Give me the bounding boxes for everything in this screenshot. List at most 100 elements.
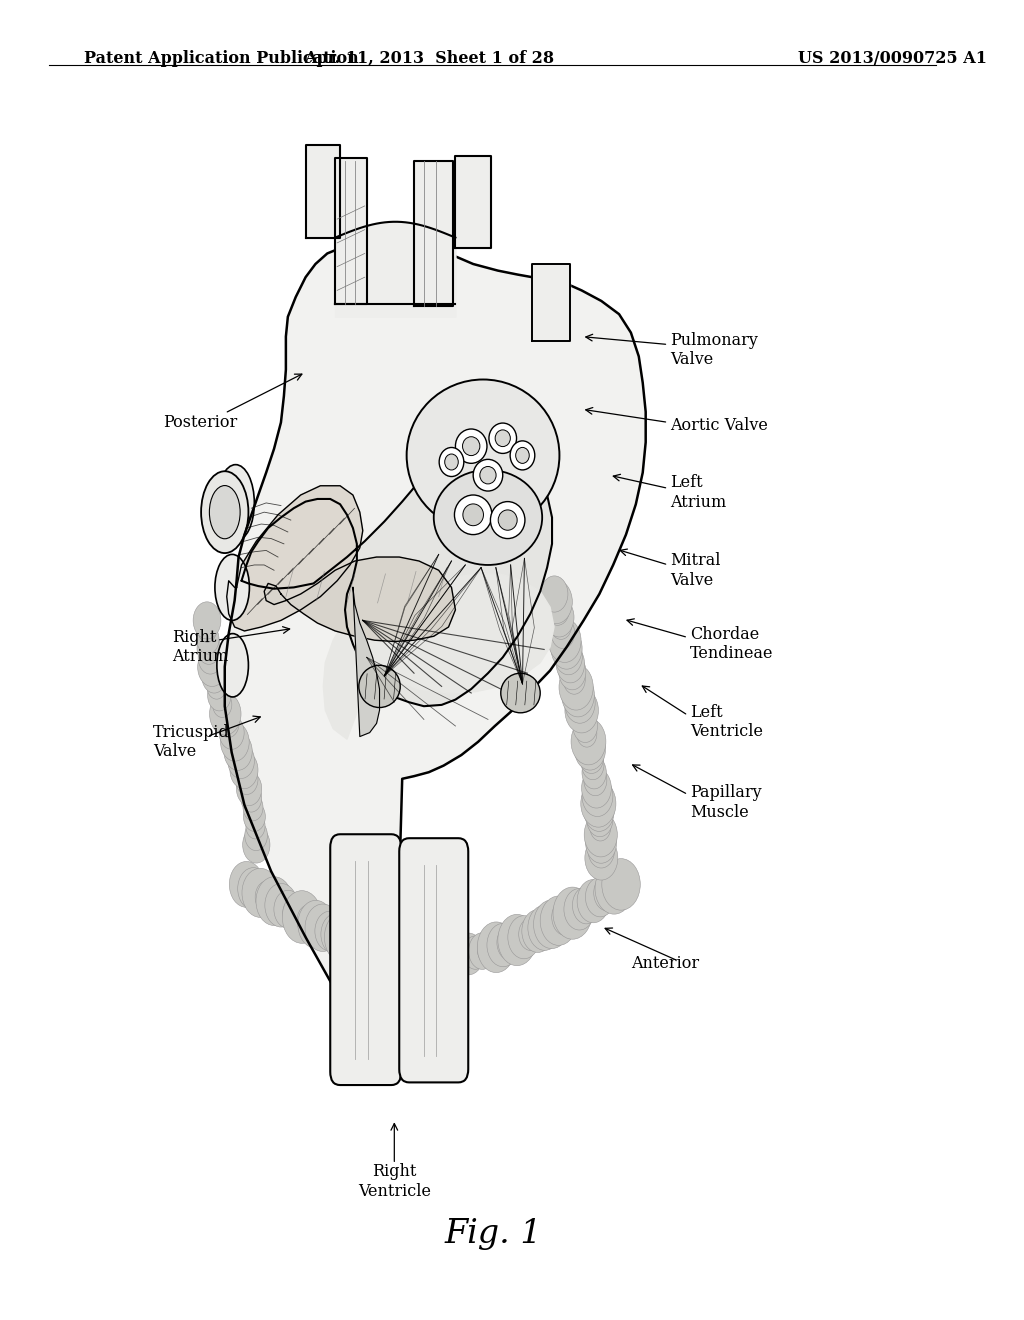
- Circle shape: [297, 904, 321, 937]
- Polygon shape: [264, 557, 456, 642]
- Circle shape: [586, 878, 615, 917]
- Circle shape: [197, 624, 219, 653]
- Text: Apr. 11, 2013  Sheet 1 of 28: Apr. 11, 2013 Sheet 1 of 28: [304, 50, 554, 67]
- Circle shape: [194, 602, 221, 639]
- Circle shape: [540, 579, 572, 623]
- Circle shape: [585, 813, 617, 857]
- Circle shape: [376, 931, 409, 974]
- Circle shape: [580, 741, 604, 774]
- Circle shape: [325, 912, 362, 962]
- Circle shape: [358, 931, 384, 964]
- Circle shape: [407, 939, 433, 974]
- Ellipse shape: [488, 422, 516, 453]
- Circle shape: [585, 836, 617, 880]
- Circle shape: [227, 743, 254, 779]
- Circle shape: [348, 924, 380, 966]
- Circle shape: [582, 775, 613, 817]
- Circle shape: [588, 833, 614, 869]
- Ellipse shape: [217, 465, 254, 541]
- Text: Right
Ventricle: Right Ventricle: [357, 1163, 431, 1200]
- Circle shape: [594, 875, 621, 911]
- Circle shape: [220, 723, 249, 762]
- Polygon shape: [414, 161, 454, 306]
- Text: Pulmonary
Valve: Pulmonary Valve: [671, 331, 758, 368]
- Circle shape: [305, 904, 340, 952]
- Circle shape: [556, 645, 585, 682]
- Circle shape: [564, 888, 595, 931]
- Text: Aortic Valve: Aortic Valve: [671, 417, 768, 433]
- Circle shape: [527, 906, 561, 950]
- Text: Right
Atrium: Right Atrium: [172, 628, 228, 665]
- Circle shape: [561, 673, 594, 717]
- Polygon shape: [224, 235, 646, 1056]
- Circle shape: [541, 576, 568, 612]
- Ellipse shape: [434, 470, 542, 565]
- Ellipse shape: [456, 429, 487, 463]
- Circle shape: [426, 937, 456, 977]
- Circle shape: [564, 682, 595, 723]
- Circle shape: [590, 813, 611, 841]
- Circle shape: [463, 936, 487, 969]
- Circle shape: [497, 925, 523, 960]
- Circle shape: [573, 705, 594, 733]
- Text: Papillary
Muscle: Papillary Muscle: [690, 784, 762, 821]
- Circle shape: [582, 756, 606, 789]
- Circle shape: [477, 933, 501, 965]
- Circle shape: [219, 715, 244, 750]
- Circle shape: [551, 627, 582, 669]
- Ellipse shape: [217, 634, 249, 697]
- Circle shape: [236, 764, 258, 795]
- Ellipse shape: [463, 437, 480, 455]
- Circle shape: [372, 933, 398, 969]
- Polygon shape: [456, 156, 490, 248]
- Circle shape: [559, 664, 593, 710]
- Ellipse shape: [496, 430, 510, 446]
- Circle shape: [360, 925, 396, 974]
- Circle shape: [210, 693, 241, 735]
- Polygon shape: [242, 438, 552, 706]
- Ellipse shape: [499, 510, 517, 531]
- Circle shape: [421, 940, 446, 974]
- Circle shape: [582, 768, 611, 808]
- Circle shape: [230, 751, 258, 789]
- Ellipse shape: [463, 504, 483, 525]
- Circle shape: [441, 939, 468, 973]
- Circle shape: [602, 858, 640, 911]
- Polygon shape: [226, 486, 362, 631]
- Circle shape: [571, 718, 606, 764]
- Circle shape: [321, 913, 352, 956]
- Text: Anterior: Anterior: [631, 956, 699, 972]
- Circle shape: [394, 932, 431, 981]
- Circle shape: [265, 883, 297, 927]
- Circle shape: [582, 750, 604, 780]
- Circle shape: [229, 862, 263, 907]
- Circle shape: [546, 594, 569, 626]
- Ellipse shape: [358, 665, 400, 708]
- Circle shape: [487, 924, 519, 966]
- Circle shape: [218, 709, 239, 738]
- Ellipse shape: [215, 554, 250, 620]
- Circle shape: [298, 900, 334, 948]
- Ellipse shape: [510, 441, 535, 470]
- FancyBboxPatch shape: [399, 838, 468, 1082]
- Circle shape: [584, 766, 607, 796]
- Ellipse shape: [480, 466, 496, 484]
- Ellipse shape: [439, 447, 464, 477]
- Circle shape: [577, 721, 597, 747]
- Text: Patent Application Publication: Patent Application Publication: [84, 50, 358, 67]
- Circle shape: [244, 803, 265, 832]
- Circle shape: [273, 890, 302, 928]
- Circle shape: [197, 632, 221, 664]
- Text: Mitral
Valve: Mitral Valve: [671, 552, 721, 589]
- Circle shape: [242, 869, 279, 917]
- Circle shape: [246, 813, 265, 840]
- Circle shape: [581, 780, 615, 828]
- Circle shape: [453, 933, 484, 975]
- Circle shape: [519, 917, 543, 950]
- Circle shape: [336, 920, 366, 960]
- Circle shape: [587, 801, 613, 837]
- Circle shape: [549, 619, 581, 663]
- Circle shape: [198, 648, 226, 686]
- Circle shape: [477, 921, 515, 973]
- Ellipse shape: [201, 471, 249, 553]
